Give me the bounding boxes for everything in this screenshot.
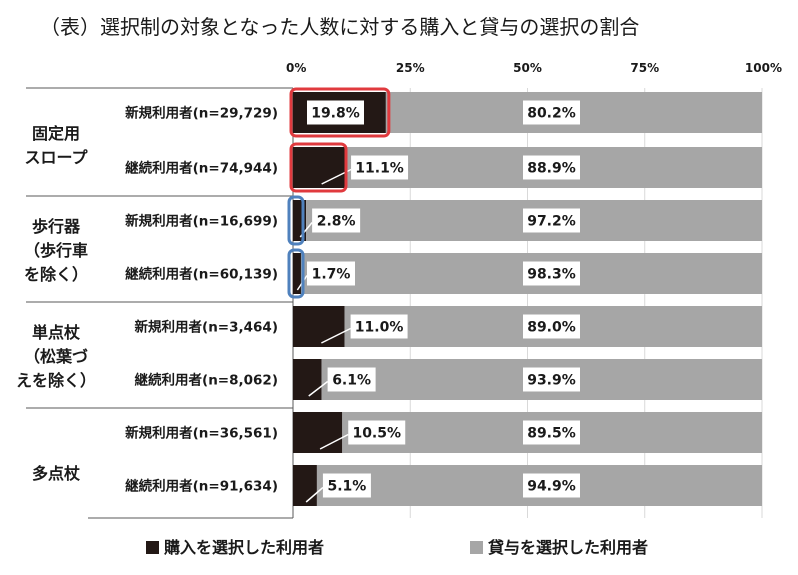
lease-label-bg [523,314,580,339]
purchase-bar [293,306,345,347]
purchase-value-label: 5.1% [328,479,367,495]
legend-swatch [146,541,159,554]
lease-value-label: 88.9% [527,161,576,177]
x-tick-label: 75% [630,61,659,75]
group-label: 固定用 [32,124,80,143]
legend: 購入を選択した利用者 貸与を選択した利用者 [146,538,648,557]
purchase-value-label: 1.7% [312,267,351,283]
highlight-outline [287,195,305,246]
purchase-value-label: 11.0% [355,320,404,336]
lease-value-label: 89.0% [527,320,576,336]
group-label: を除く） [24,265,88,284]
purchase-value-label: 2.8% [317,214,356,230]
row-label: 新規利用者(n=29,729) [125,105,278,122]
purchase-label-bg [351,155,409,180]
x-tick-label: 100% [745,61,782,75]
purchase-value-label: 10.5% [352,426,401,442]
row-label: 継続利用者(n=74,944) [125,160,278,177]
row-label: 継続利用者(n=60,139) [125,266,278,283]
lease-value-label: 98.3% [527,267,576,283]
row-label: 新規利用者(n=36,561) [125,425,278,442]
lease-value-label: 94.9% [527,479,576,495]
lease-label-bg [523,155,580,180]
lease-label-bg [523,100,580,125]
lease-label-bg [523,208,580,233]
group-label: 単点杖 [32,323,80,342]
lease-label-bg [523,367,580,392]
purchase-bar [293,359,322,400]
row-label: 継続利用者(n=8,062) [135,372,278,389]
purchase-bar [293,253,301,294]
legend-label: 貸与を選択した利用者 [487,538,648,557]
group-label: （歩行車 [24,241,88,260]
lease-value-label: 80.2% [527,106,576,122]
purchase-bar [293,412,343,453]
x-axis-ticks: 0% 25% 50% 75% 100% [286,61,782,75]
chart-title: （表）選択制の対象となった人数に対する購入と貸与の選択の割合 [40,15,639,39]
row-label: 継続利用者(n=91,634) [125,478,278,495]
purchase-bar [293,465,317,506]
lease-value-label: 89.5% [527,426,576,442]
bars-layer: 19.8% 80.2% 11.1% 88.9% 2.8% 97.2% 1.7% 98.3% 11… [287,87,762,506]
x-tick-label: 0% [286,61,306,75]
leader-line [305,486,324,503]
purchase-value-label: 6.1% [332,373,371,389]
group-label: （松葉づ [24,347,88,366]
leader-line [308,380,329,397]
group-label: スロープ [24,148,88,167]
row-label: 新規利用者(n=3,464) [135,319,278,336]
purchase-value-label: 11.1% [355,161,404,177]
row-label: 新規利用者(n=16,699) [125,213,278,230]
purchase-label-bg [350,314,408,339]
purchase-label-bg [307,100,364,125]
purchase-value-label: 19.8% [311,106,360,122]
lease-value-label: 93.9% [527,373,576,389]
legend-swatch [470,541,483,554]
lease-label-bg [523,473,580,498]
purchase-label-bg [322,473,371,498]
x-tick-label: 50% [513,61,542,75]
legend-label: 購入を選択した利用者 [163,538,324,557]
purchase-label-bg [312,208,361,233]
leader-line [321,327,351,344]
highlight-outline [289,142,348,193]
purchase-label-bg [348,420,406,445]
purchase-bar [293,147,346,188]
lease-label-bg [523,261,580,286]
lease-label-bg [523,420,580,445]
x-tick-label: 25% [396,61,425,75]
group-label: 歩行器 [32,217,81,236]
lease-value-label: 97.2% [527,214,576,230]
highlight-outline [287,248,305,299]
purchase-label-bg [307,261,355,286]
group-label: えを除く） [16,371,96,390]
leader-line [319,433,349,450]
group-label: 多点杖 [32,464,80,483]
highlight-outline [289,87,391,138]
purchase-label-bg [327,367,376,392]
